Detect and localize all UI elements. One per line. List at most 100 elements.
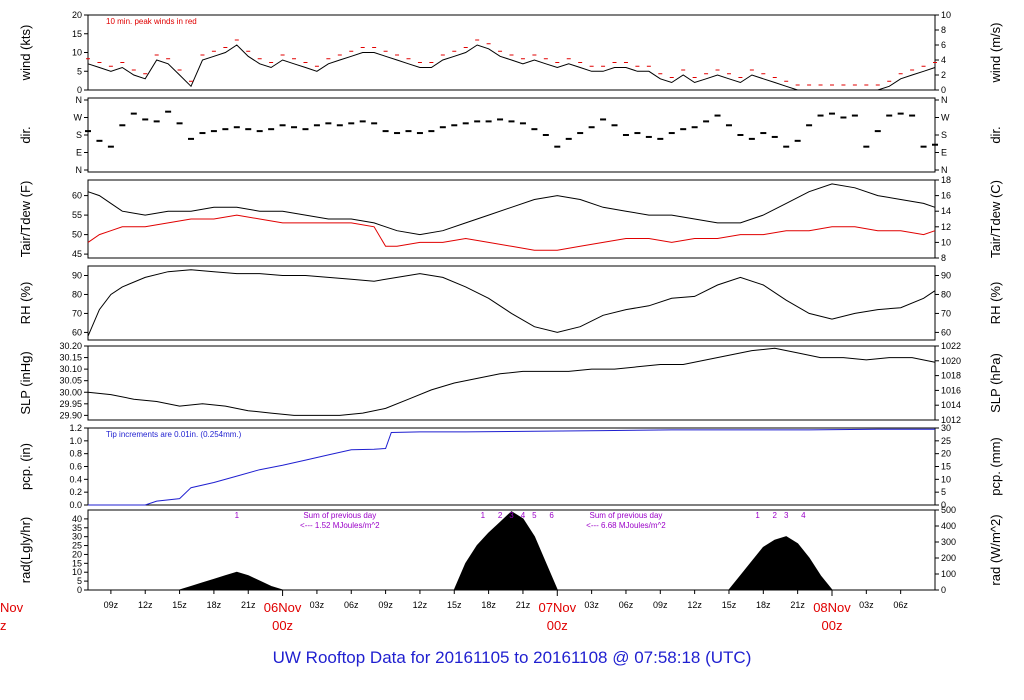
dir-point (691, 126, 698, 129)
dir-point (771, 135, 778, 138)
x-tick-label: 18z (756, 600, 771, 610)
y-tick-label: N (76, 165, 83, 175)
y-tick-label: 30.10 (59, 364, 82, 374)
dir-point (725, 124, 732, 127)
x-tick-label: 06z (893, 600, 908, 610)
y-tick-label: 40 (72, 514, 82, 524)
dir-point (176, 122, 183, 125)
dir-point (703, 120, 710, 123)
y-tick-label: S (76, 130, 82, 140)
y-tick-label-right: 4 (941, 55, 946, 65)
dir-point (874, 130, 881, 133)
y-tick-label-right: W (941, 113, 950, 123)
panel-frame-rh (87, 265, 936, 341)
dir-point (817, 114, 824, 117)
y-tick-label-right: 100 (941, 569, 956, 579)
y-tick-label: 30.05 (59, 376, 82, 386)
annotation-pcp: Tip increments are 0.01in. (0.254mm.) (106, 430, 242, 439)
y-tick-label-right: 5 (941, 487, 946, 497)
dir-point (794, 139, 801, 142)
rad-annotation: 1 (481, 511, 486, 520)
y-tick-label-right: 10 (941, 10, 951, 20)
y-tick-label: 0.4 (69, 474, 82, 484)
y-tick-label: 35 (72, 523, 82, 533)
x-tick-label: 15z (722, 600, 737, 610)
dir-point (85, 130, 91, 133)
dir-point (130, 112, 137, 115)
ylabel-temp: Tair/Tdew (F) (18, 181, 33, 258)
dir-point (416, 132, 423, 135)
dir-point (210, 130, 217, 133)
dir-point (600, 118, 607, 121)
dir-point (325, 122, 332, 125)
x-tick-label: 03z (584, 600, 599, 610)
rad-annotation: 6 (549, 511, 554, 520)
dir-point (806, 124, 813, 127)
y-tick-label-right: 10 (941, 474, 951, 484)
y-tick-label: 45 (72, 249, 82, 259)
ylabel-rh: RH (%) (18, 282, 33, 325)
y-tick-label-right: 1012 (941, 415, 961, 425)
y-tick-label: 10 (72, 567, 82, 577)
panel-frame-pcp (87, 427, 936, 506)
ylabel-right-pcp: pcp. (mm) (988, 437, 1003, 496)
dir-point (313, 124, 320, 127)
panel-frame-temp (87, 179, 936, 259)
dir-point (577, 132, 584, 135)
dir-point (840, 116, 847, 119)
y-tick-label: N (76, 95, 83, 105)
panel-frame-slp (87, 345, 936, 421)
dir-point (760, 132, 767, 135)
ylabel-slp: SLP (inHg) (18, 351, 33, 414)
y-tick-label: 29.90 (59, 410, 82, 420)
y-tick-label-right: 0 (941, 85, 946, 95)
dir-point (382, 130, 389, 133)
series-line-temp-0 (87, 183, 936, 236)
dir-point (107, 145, 114, 148)
dir-point (611, 124, 618, 127)
y-tick-label: 30.00 (59, 387, 82, 397)
series-line-slp-0 (87, 347, 936, 416)
y-tick-label-right: 1022 (941, 341, 961, 351)
y-tick-label-right: 20 (941, 449, 951, 459)
y-tick-label-right: 0 (941, 585, 946, 595)
y-tick-label-right: 400 (941, 521, 956, 531)
rad-annotation: 2 (498, 511, 503, 520)
y-tick-label: 60 (72, 327, 82, 337)
series-line-pcp-0 (88, 428, 935, 506)
x-day-zulu-label: 00z (547, 618, 568, 633)
ylabel-right-slp: SLP (hPa) (988, 353, 1003, 413)
y-tick-label: 50 (72, 230, 82, 240)
dir-point (119, 124, 126, 127)
dir-point (748, 137, 755, 140)
dir-point (932, 143, 938, 146)
rad-annotation: 4 (521, 511, 526, 520)
x-day-label: 07Nov (538, 600, 576, 615)
x-tick-label: 09z (104, 600, 119, 610)
y-tick-label-right: 80 (941, 289, 951, 299)
y-tick-label-right: 8 (941, 253, 946, 263)
y-tick-label-right: 70 (941, 308, 951, 318)
rad-annotation: 1 (235, 511, 240, 520)
x-day-zulu-label-cut: z (0, 618, 7, 633)
dir-point (680, 128, 687, 131)
y-tick-label: 10 (72, 48, 82, 58)
y-tick-label: 55 (72, 210, 82, 220)
dir-point (519, 122, 526, 125)
y-tick-label: 0.2 (69, 487, 82, 497)
ylabel-right-dir: dir. (988, 126, 1003, 143)
series-line-rh-0 (87, 269, 936, 337)
y-tick-label: 90 (72, 270, 82, 280)
dir-point (565, 137, 572, 140)
y-tick-label: 20 (72, 10, 82, 20)
ylabel-right-wind: wind (m/s) (988, 23, 1003, 84)
y-tick-label-right: 0 (941, 500, 946, 510)
dir-point (291, 126, 298, 129)
y-tick-label-right: E (941, 148, 947, 158)
ylabel-right-rh: RH (%) (988, 282, 1003, 325)
y-tick-label-right: N (941, 95, 948, 105)
x-day-label: 06Nov (264, 600, 302, 615)
dir-point (542, 134, 549, 136)
dir-point (336, 124, 343, 127)
